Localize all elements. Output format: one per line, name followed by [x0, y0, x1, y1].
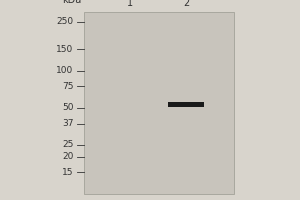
Text: 15: 15 [62, 168, 74, 177]
Text: 75: 75 [62, 82, 74, 91]
Text: 20: 20 [62, 152, 74, 161]
Text: 250: 250 [56, 17, 74, 26]
Text: 150: 150 [56, 45, 74, 54]
Text: 25: 25 [62, 140, 74, 149]
Text: kDa: kDa [62, 0, 82, 5]
Text: 37: 37 [62, 119, 74, 128]
Text: 2: 2 [183, 0, 189, 8]
Text: 50: 50 [62, 103, 74, 112]
Text: 100: 100 [56, 66, 74, 75]
Text: 1: 1 [128, 0, 134, 8]
